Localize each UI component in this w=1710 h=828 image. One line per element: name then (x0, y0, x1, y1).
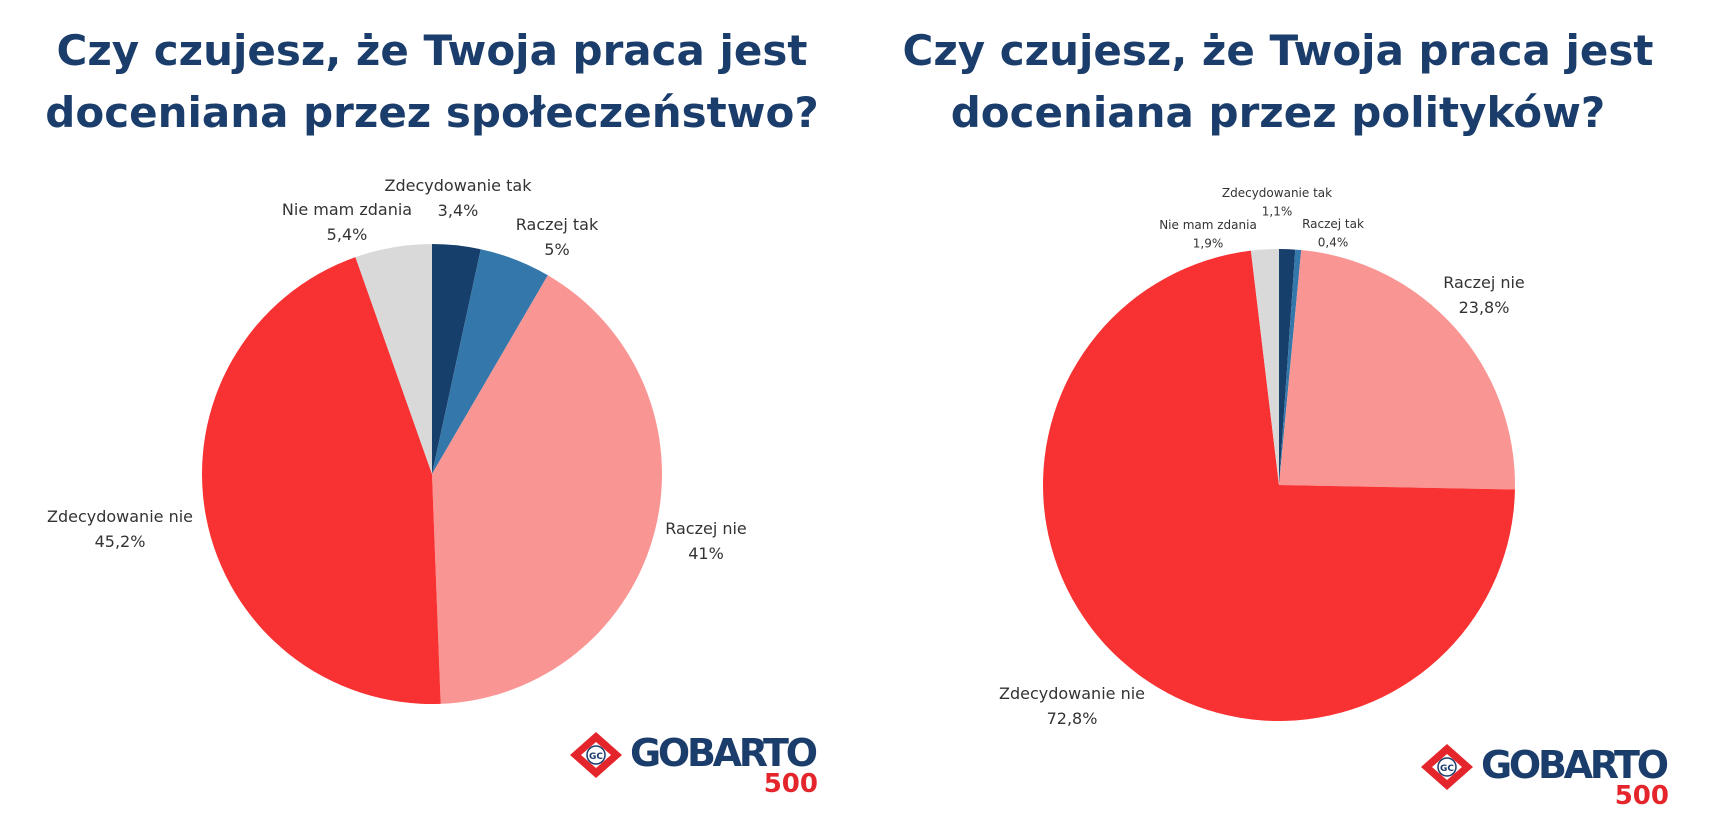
data-label-category: Raczej tak (516, 215, 599, 234)
data-label-value: 1,9% (1193, 237, 1224, 251)
data-label-value: 5% (544, 240, 569, 259)
svg-text:500: 500 (764, 769, 818, 799)
data-label-value: 72,8% (1047, 709, 1098, 728)
pie-slice-nie-mam-zdania (1250, 249, 1279, 485)
chart-1-title-line-2: doceniana przez społeczeństwo? (45, 88, 819, 137)
chart-1-title-line-1: Czy czujesz, że Twoja praca jest (56, 26, 808, 75)
data-label-category: Raczej nie (1443, 273, 1525, 292)
chart-2-title-line-1: Czy czujesz, że Twoja praca jest (902, 26, 1654, 75)
pie-slice-raczej-tak (1279, 249, 1302, 485)
pie-chart-2 (1043, 249, 1516, 722)
data-label-category: Nie mam zdania (1159, 218, 1257, 232)
pie-chart-1 (202, 244, 662, 704)
data-label-category: Zdecydowanie tak (385, 176, 533, 195)
data-label-value: 23,8% (1459, 298, 1510, 317)
svg-text:500: 500 (1615, 781, 1669, 811)
pie-slice-raczej-nie (1279, 250, 1516, 490)
chart-2-title: Czy czujesz, że Twoja praca jest docenia… (868, 20, 1688, 144)
data-label-value: 1,1% (1262, 205, 1293, 219)
data-label-category: Zdecydowanie tak (1222, 186, 1332, 200)
data-label-category: Zdecydowanie nie (47, 507, 193, 526)
data-label-value: 0,4% (1318, 236, 1349, 250)
pie-slice-raczej-nie (432, 275, 662, 704)
pie-slice-zdecydowanie-tak (1279, 249, 1296, 485)
data-label-category: Nie mam zdania (282, 200, 412, 219)
pie-slice-nie-mam-zdania (355, 244, 432, 474)
svg-text:GC: GC (589, 752, 603, 762)
data-label-value: 5,4% (327, 225, 368, 244)
data-label-value: 41% (688, 544, 724, 563)
pie-slice-raczej-tak (432, 249, 548, 474)
data-label-value: 45,2% (95, 532, 146, 551)
data-label-value: 3,4% (438, 201, 479, 220)
svg-text:GOBARTO: GOBARTO (630, 731, 818, 775)
data-label-category: Zdecydowanie nie (999, 684, 1145, 703)
svg-text:GOBARTO: GOBARTO (1481, 743, 1669, 787)
svg-text:GC: GC (1440, 764, 1454, 774)
chart-2-title-line-2: doceniana przez polityków? (950, 88, 1606, 137)
pie-slice-zdecydowanie-nie (1043, 250, 1515, 722)
pie-slice-zdecydowanie-tak (432, 244, 481, 474)
data-label-category: Raczej nie (665, 519, 747, 538)
data-label-category: Raczej tak (1302, 217, 1364, 231)
pie-slice-zdecydowanie-nie (202, 257, 441, 704)
chart-1-title: Czy czujesz, że Twoja praca jest docenia… (22, 20, 842, 144)
